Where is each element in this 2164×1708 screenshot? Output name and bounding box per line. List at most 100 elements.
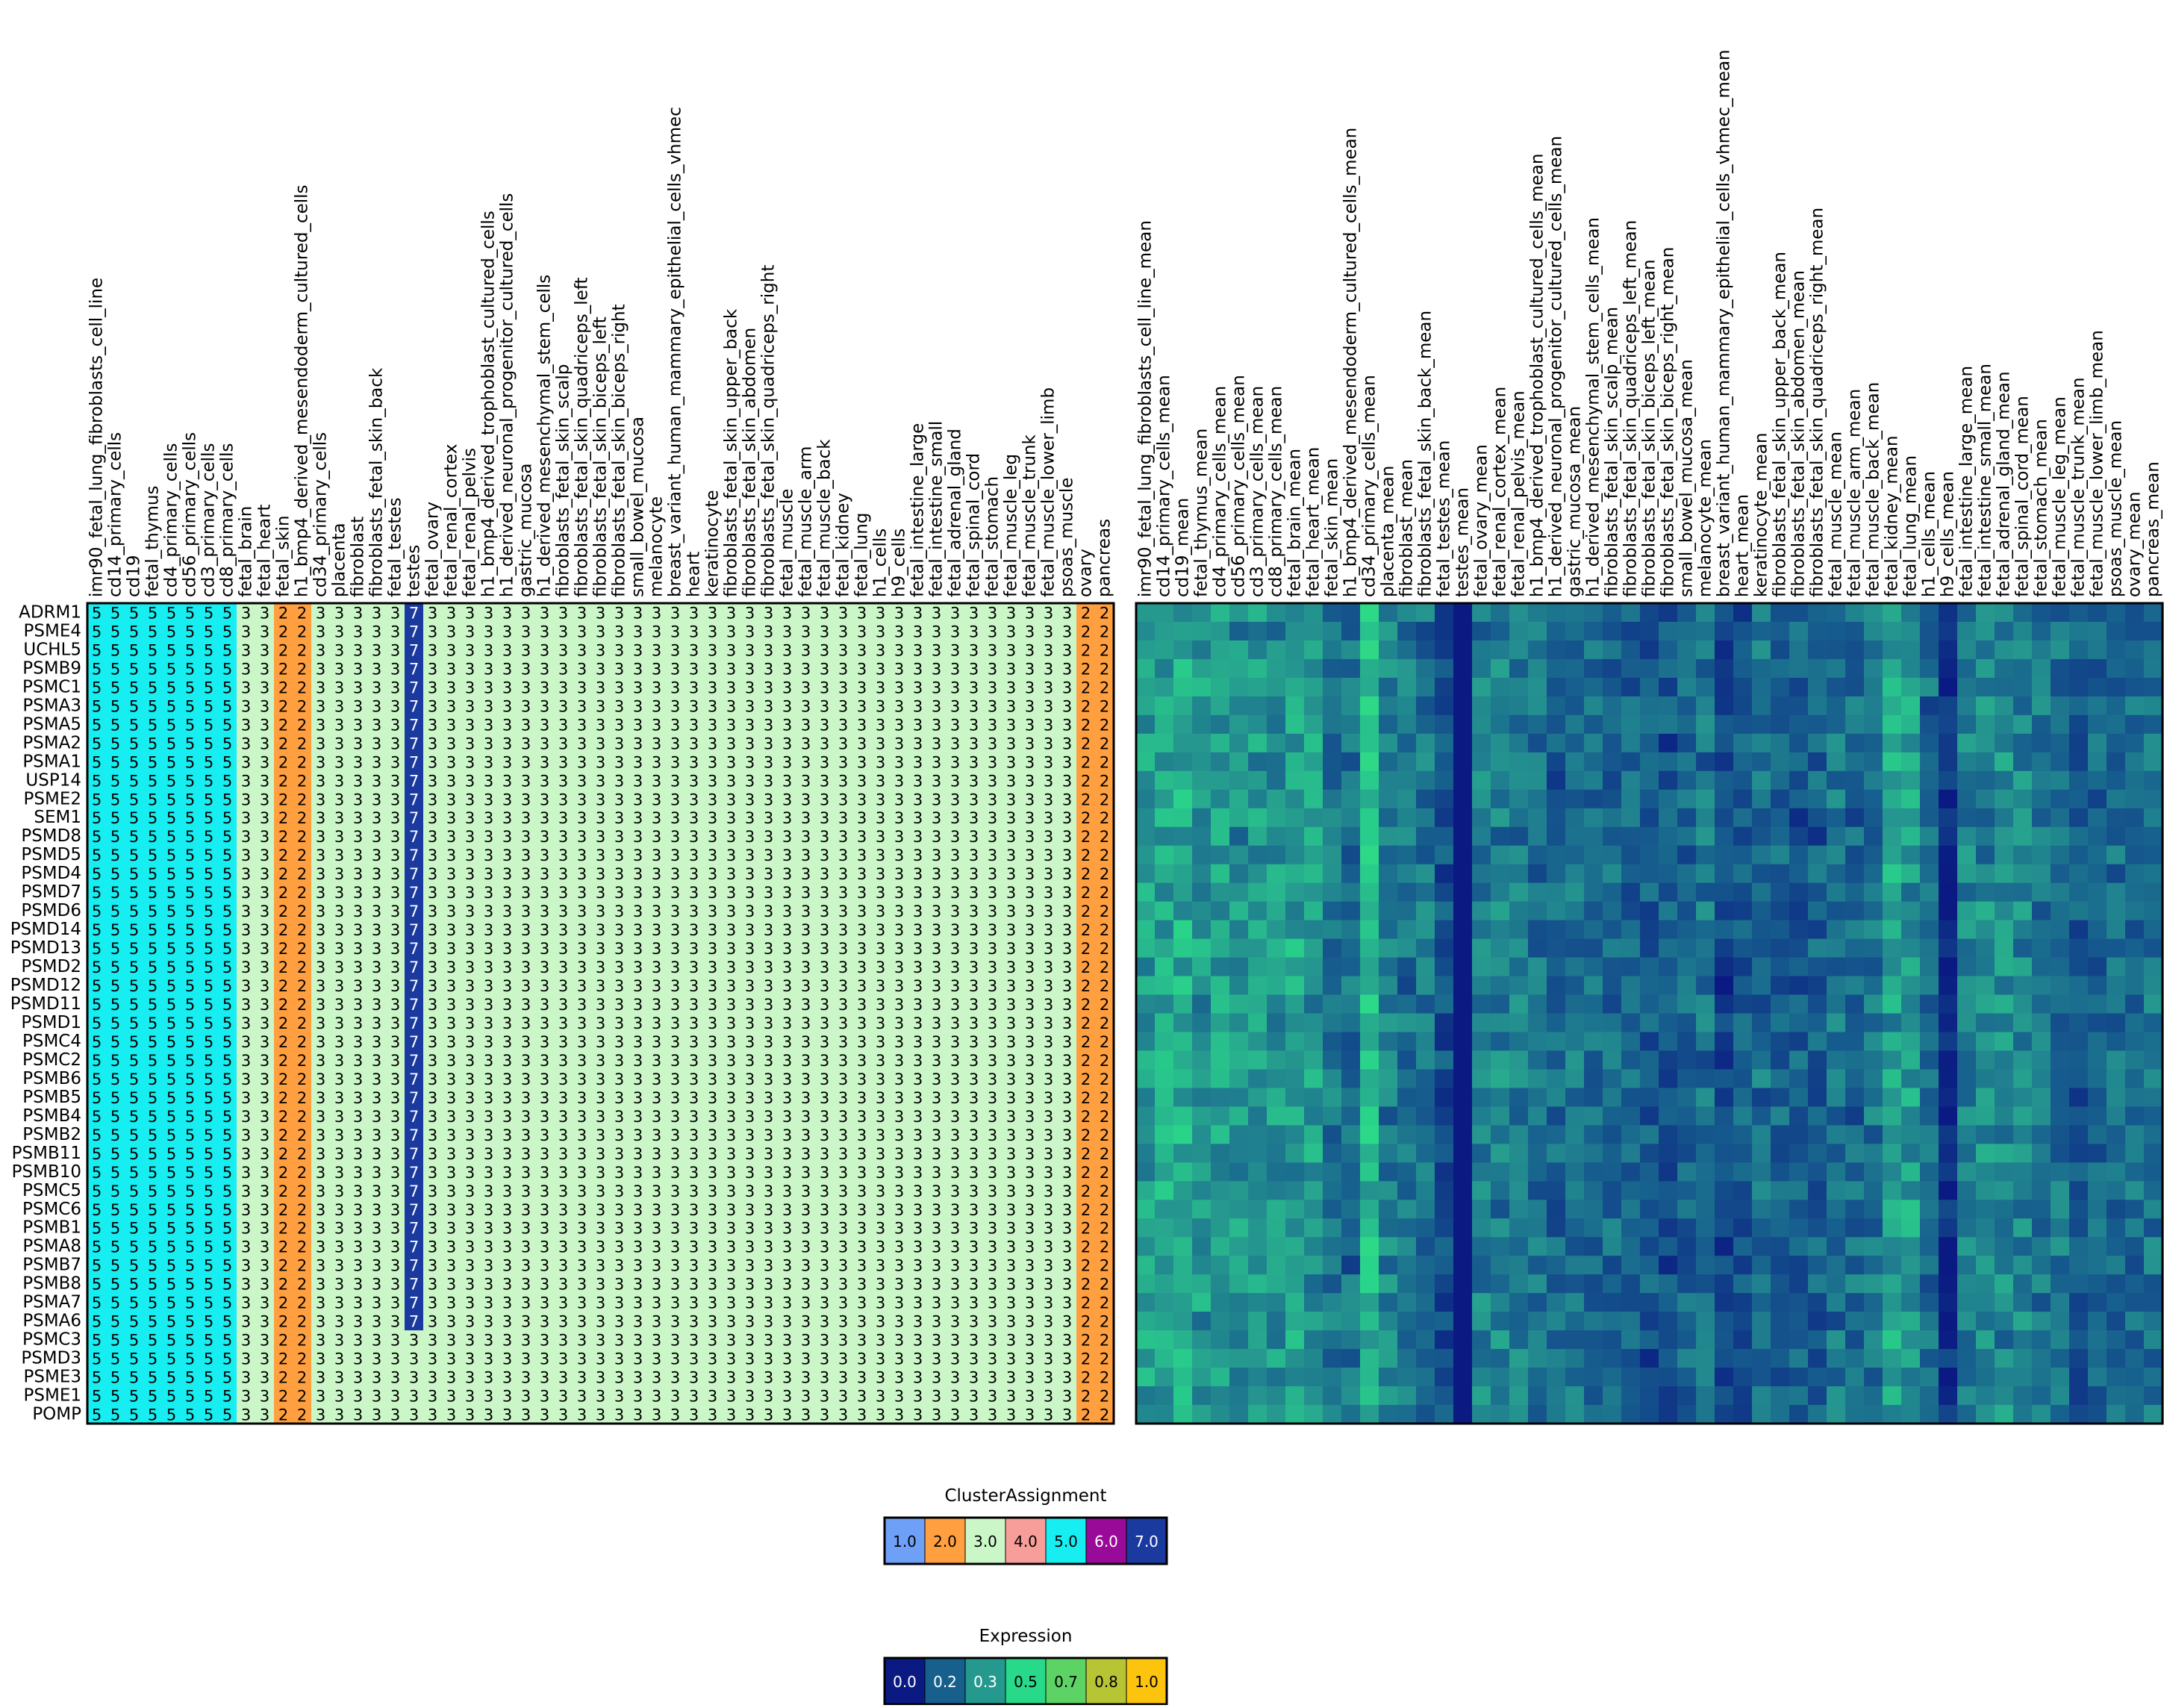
cluster-cell-label: 3	[353, 1164, 363, 1182]
cluster-cell-label: 3	[932, 921, 941, 939]
cluster-cell-label: 3	[465, 809, 475, 827]
cluster-cell-label: 3	[372, 1014, 381, 1032]
cluster-cell-label: 2	[278, 1070, 288, 1088]
cluster-cell-label: 3	[484, 884, 493, 902]
cluster-cell-label: 3	[969, 996, 979, 1014]
cluster-cell	[591, 621, 611, 641]
cluster-cell-label: 2	[278, 753, 288, 771]
cluster-cell-label: 3	[502, 1294, 512, 1312]
cluster-cell-label: 3	[689, 1220, 699, 1238]
cluster-cell-label: 3	[241, 1164, 251, 1182]
cluster-cell-label: 5	[92, 1108, 102, 1126]
cluster-cell-label: 3	[334, 1014, 344, 1032]
cluster-cell-label: 3	[484, 1238, 493, 1256]
cluster-cell-label: 3	[764, 1145, 773, 1163]
cluster-cell-label: 3	[558, 996, 568, 1014]
cluster-cell-label: 5	[92, 791, 102, 808]
cluster-cell-label: 3	[577, 1220, 587, 1238]
cluster-cell-label: 3	[1006, 641, 1016, 659]
cluster-cell-label: 3	[1062, 1126, 1072, 1144]
cluster-cell-label: 5	[92, 679, 102, 696]
cluster-cell-label: 3	[372, 772, 381, 790]
cluster-cell-label: 2	[297, 1276, 307, 1294]
row-label: PSMD5	[21, 845, 81, 864]
cluster-cell-label: 3	[372, 604, 381, 622]
cluster-cell	[703, 603, 723, 623]
cluster-cell-label: 5	[92, 1276, 102, 1294]
cluster-cell-label: 3	[334, 716, 344, 734]
cluster-cell-label: 3	[894, 679, 904, 696]
cluster-cell	[554, 603, 573, 623]
cluster-cell-label: 3	[913, 828, 923, 846]
cluster-column-label: fetal_heart	[255, 504, 275, 597]
cluster-cell-label: 3	[932, 1201, 941, 1219]
cluster-cell-label: 3	[894, 996, 904, 1014]
cluster-cell-label: 3	[614, 1369, 624, 1387]
cluster-cell-label: 3	[876, 1220, 885, 1238]
cluster-cell-label: 3	[969, 809, 979, 827]
cluster-cell-label: 3	[1044, 1201, 1053, 1219]
cluster-cell-label: 3	[316, 884, 325, 902]
cluster-cell-label: 3	[969, 1220, 979, 1238]
cluster-cell-label: 3	[521, 604, 531, 622]
cluster-cell-label: 3	[334, 1220, 344, 1238]
cluster-cell-label: 3	[894, 735, 904, 752]
cluster-cell	[647, 603, 667, 623]
cluster-cell	[423, 640, 443, 660]
cluster-cell-label: 2	[1081, 959, 1091, 976]
cluster-cell-label: 3	[372, 753, 381, 771]
cluster-cell-label: 3	[857, 716, 867, 734]
cluster-cell-label: 3	[241, 1238, 251, 1256]
cluster-cell-label: 3	[726, 996, 736, 1014]
cluster-cell-label: 3	[708, 735, 717, 752]
cluster-cell-label: 3	[446, 828, 456, 846]
cluster-cell-label: 3	[446, 1201, 456, 1219]
cluster-cell-label: 3	[782, 1033, 792, 1051]
cluster-cell-label: 3	[969, 1089, 979, 1107]
cluster-cell-label: 3	[1025, 1388, 1035, 1406]
cluster-cell-label: 3	[596, 1089, 605, 1107]
cluster-cell	[237, 621, 256, 641]
cluster-cell-label: 5	[148, 772, 158, 790]
cluster-cell-label: 3	[633, 791, 643, 808]
cluster-cell-label: 3	[484, 753, 493, 771]
cluster-cell-label: 3	[913, 903, 923, 920]
cluster-cell-label: 3	[1044, 1070, 1053, 1088]
cluster-cell-label: 3	[652, 1350, 661, 1368]
cluster-cell-label: 3	[353, 940, 363, 958]
cluster-cell-label: 3	[633, 940, 643, 958]
cluster-cell-label: 3	[838, 1070, 848, 1088]
cluster-cell-label: 3	[801, 1145, 811, 1163]
cluster-cell-label: 3	[596, 753, 605, 771]
cluster-cell-label: 2	[1081, 1126, 1091, 1144]
cluster-cell-label: 3	[484, 1182, 493, 1200]
cluster-cell-label: 3	[782, 1052, 792, 1070]
cluster-cell-label: 3	[260, 1089, 269, 1107]
cluster-cell-label: 3	[782, 921, 792, 939]
cluster-cell-label: 3	[633, 977, 643, 995]
cluster-cell-label: 3	[390, 623, 400, 640]
cluster-cell-label: 3	[838, 1164, 848, 1182]
cluster-cell-label: 5	[148, 1332, 158, 1350]
row-label: PSMA1	[22, 752, 81, 771]
cluster-cell-label: 3	[969, 772, 979, 790]
cluster-cell	[293, 603, 312, 623]
cluster-cell-label: 3	[353, 884, 363, 902]
cluster-cell-label: 3	[670, 641, 680, 659]
cluster-cell	[218, 603, 237, 623]
cluster-cell-label: 3	[372, 809, 381, 827]
cluster-cell-label: 3	[428, 865, 437, 883]
cluster-cell-label: 5	[166, 809, 176, 827]
cluster-cell-label: 3	[521, 1332, 531, 1350]
cluster-cell-label: 3	[894, 697, 904, 715]
cluster-cell-label: 3	[745, 865, 755, 883]
cluster-cell-label: 3	[1044, 1257, 1053, 1275]
cluster-cell-label: 5	[166, 1369, 176, 1387]
cluster-cell-label: 3	[652, 847, 661, 864]
cluster-cell-label: 3	[372, 1089, 381, 1107]
cluster-cell-label: 3	[801, 1220, 811, 1238]
cluster-cell-label: 3	[334, 1388, 344, 1406]
cluster-cell-label: 2	[1100, 1369, 1109, 1387]
cluster-cell-label: 3	[857, 1369, 867, 1387]
cluster-cell-label: 3	[764, 753, 773, 771]
